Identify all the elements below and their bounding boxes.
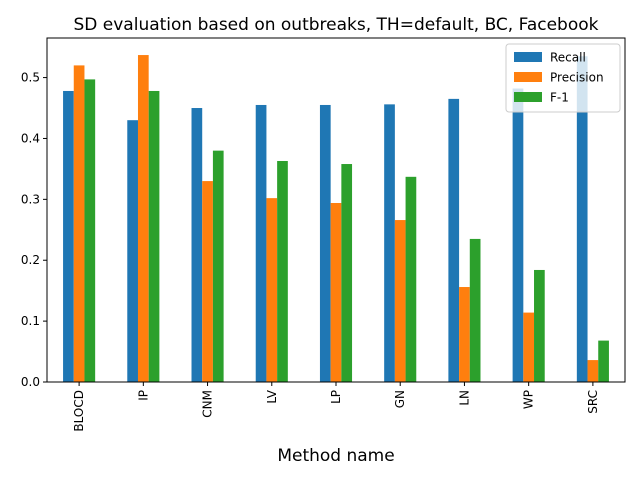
bar-precision-blocd (73, 65, 85, 383)
x-tick-label: SRC (586, 390, 600, 414)
bar-recall-wp (512, 88, 524, 382)
legend-swatch-f1 (514, 92, 542, 102)
legend-label: F-1 (550, 91, 569, 105)
legend-swatch-recall (514, 52, 542, 62)
legend-label: Precision (550, 71, 604, 85)
bar-f1-cnm (212, 150, 224, 382)
bar-f1-blocd (84, 79, 96, 383)
bar-f1-lv (277, 160, 288, 382)
x-tick-label: LP (329, 390, 343, 404)
bar-precision-gn (394, 220, 406, 382)
bar-precision-ip (137, 55, 149, 383)
y-tick-label: 0.1 (21, 314, 40, 328)
bar-f1-gn (405, 176, 417, 382)
x-tick-label: LN (457, 390, 471, 406)
bar-recall-src (576, 56, 588, 383)
bar-precision-wp (523, 312, 535, 382)
legend: Recall Precision F-1 (505, 43, 621, 113)
y-tick-label: 0.3 (21, 192, 40, 206)
x-tick-label: LV (265, 389, 279, 403)
bar-precision-cnm (202, 181, 213, 382)
x-axis: BLOCD IP CNM LV LP GN LN WP SRC (72, 382, 600, 432)
bars-group (63, 55, 609, 383)
x-tick-label: WP (522, 390, 536, 409)
bar-recall-ln (448, 98, 460, 382)
bar-f1-ln (469, 238, 481, 382)
x-axis-label: Method name (277, 446, 394, 466)
bar-precision-ln (459, 287, 470, 382)
bar-f1-src (598, 340, 609, 382)
y-tick-label: 0.0 (21, 375, 40, 389)
y-tick-label: 0.4 (21, 131, 40, 145)
x-tick-label: CNM (201, 390, 215, 418)
x-tick-label: IP (136, 390, 150, 401)
y-tick-label: 0.5 (21, 71, 40, 85)
x-tick-label: GN (393, 390, 407, 408)
bar-recall-blocd (63, 90, 74, 382)
bar-f1-wp (534, 269, 545, 382)
bar-recall-gn (384, 104, 395, 383)
bar-recall-lv (255, 104, 267, 382)
x-tick-label: BLOCD (72, 390, 86, 432)
y-tick-label: 0.2 (21, 253, 40, 267)
bar-recall-ip (127, 120, 138, 382)
legend-swatch-precision (514, 72, 542, 82)
bar-f1-lp (341, 164, 353, 382)
bar-precision-src (587, 360, 599, 382)
y-axis: 0.0 0.1 0.2 0.3 0.4 0.5 (21, 71, 47, 389)
bar-f1-ip (148, 90, 160, 382)
bar-precision-lp (330, 203, 342, 382)
legend-label: Recall (550, 51, 586, 65)
bar-precision-lv (266, 198, 278, 382)
bar-recall-lp (319, 104, 331, 382)
plot-frame (46, 37, 626, 383)
chart-title: SD evaluation based on outbreaks, TH=def… (74, 15, 599, 35)
bar-recall-cnm (191, 108, 203, 383)
